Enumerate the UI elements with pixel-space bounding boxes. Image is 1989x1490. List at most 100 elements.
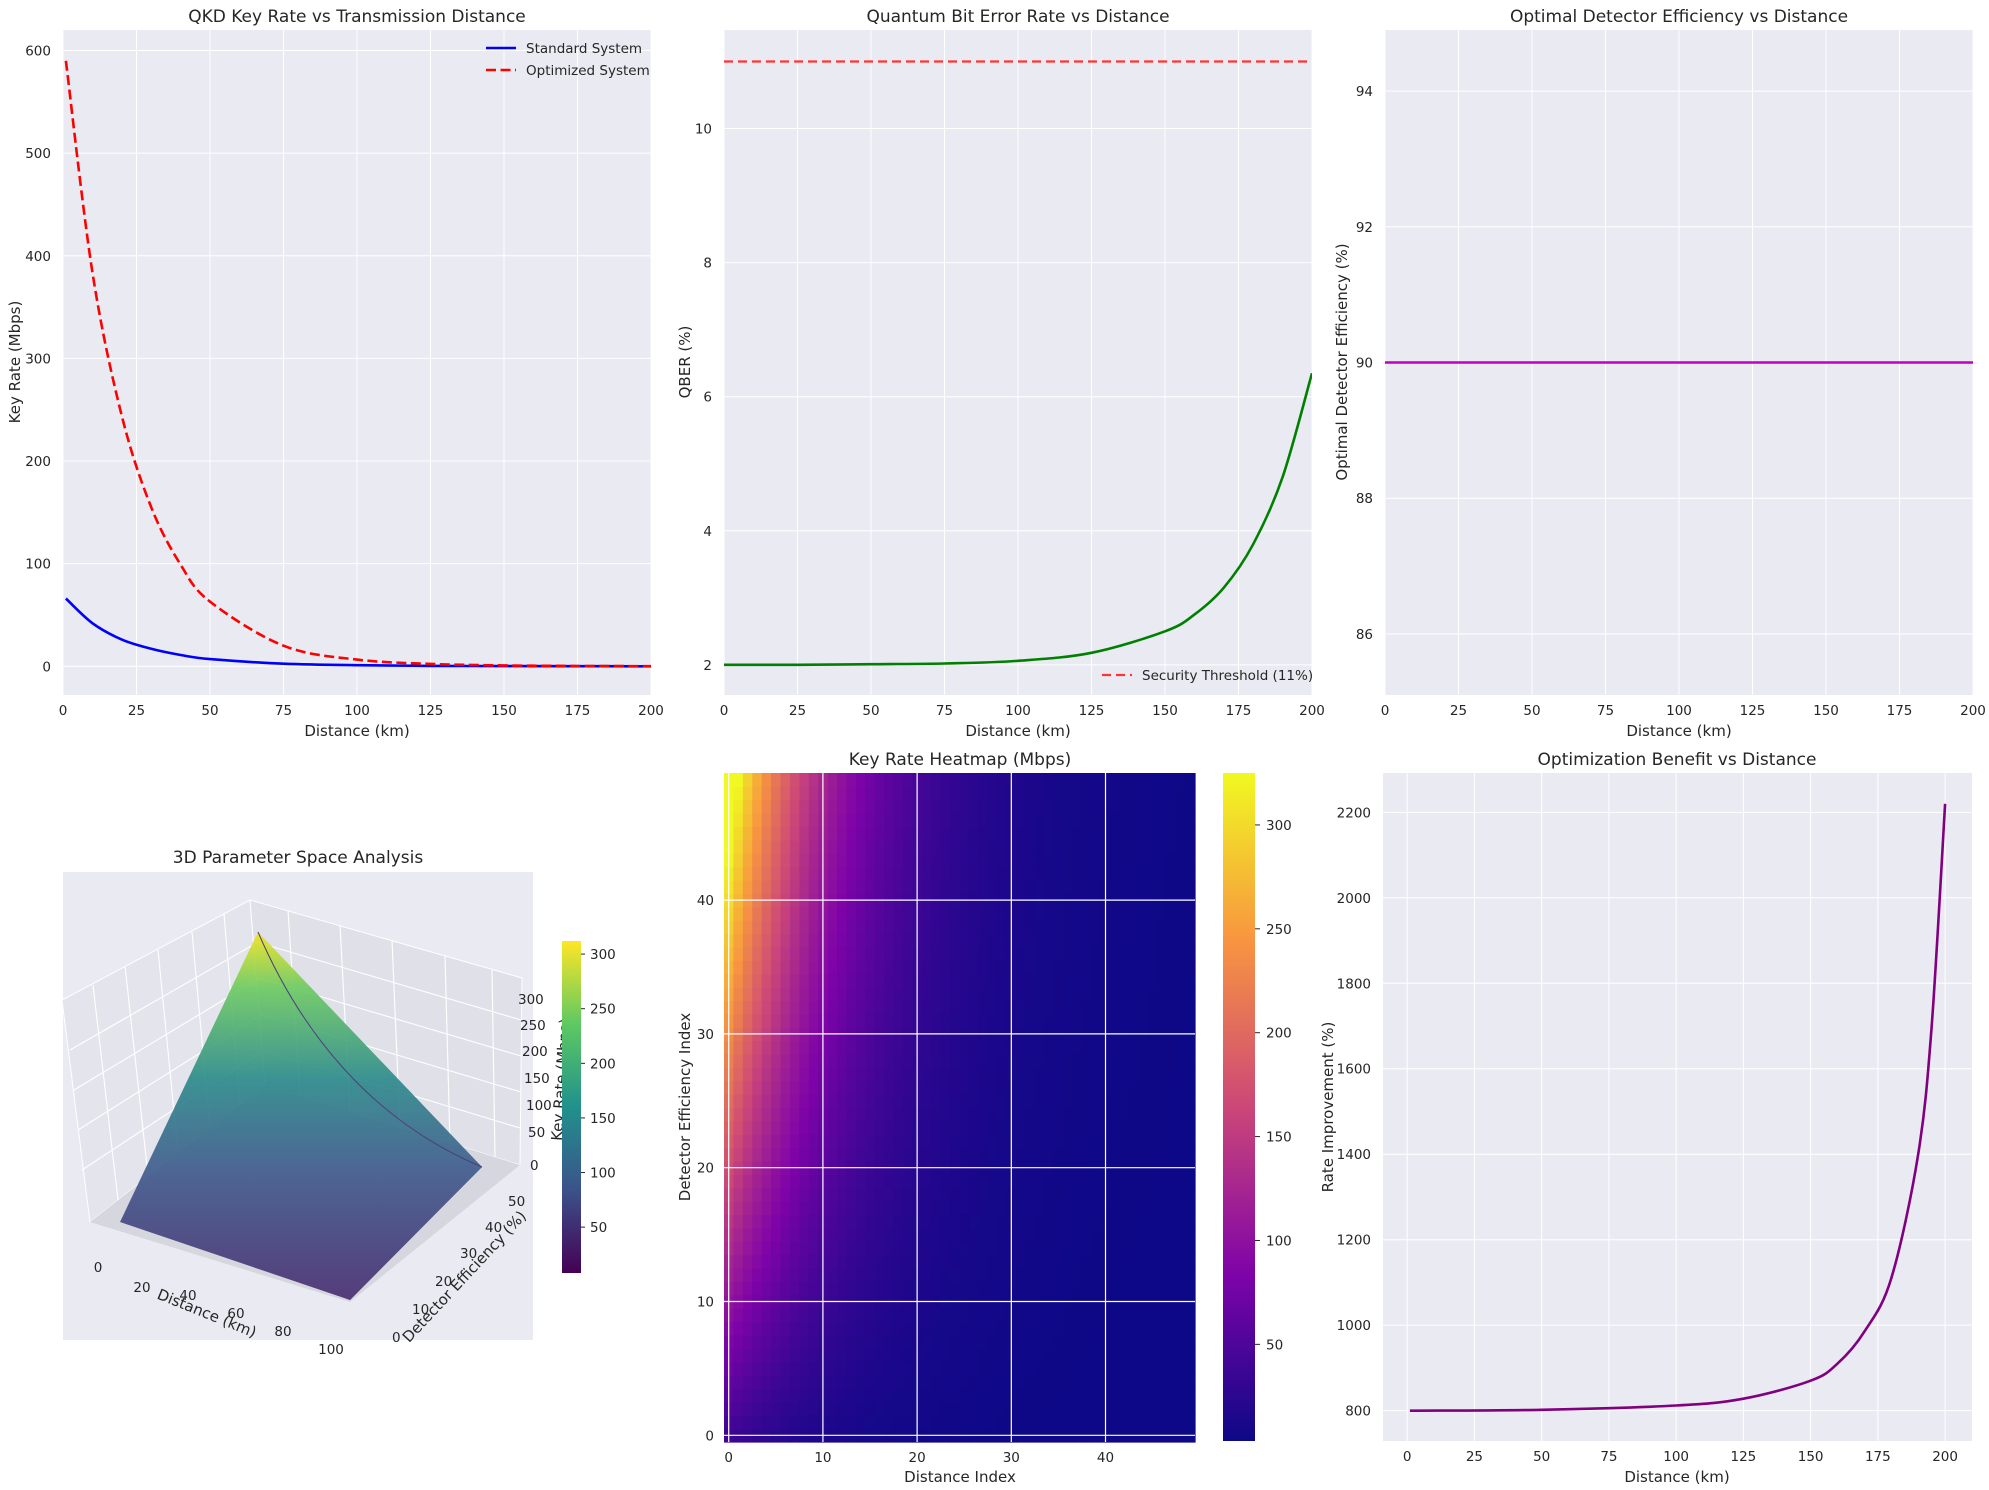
heatmap-cell [1016,1308,1027,1323]
heatmap-cell [1063,973,1074,988]
heatmap-cell [789,1401,800,1416]
heatmap-cell [1176,866,1187,881]
heatmap-cell [799,1080,810,1095]
heatmap-cell [865,906,876,921]
heatmap-cell [1025,973,1036,988]
heatmap-cell [827,1134,838,1149]
heatmap-cell [846,1281,857,1296]
heatmap-cell [959,1067,970,1082]
heatmap-cell [1147,826,1158,841]
heatmap-cell [902,1000,913,1015]
heatmap-cell [1044,1227,1055,1242]
heatmap-cell [1129,987,1140,1002]
heatmap-cell [950,1308,961,1323]
heatmap-cell [902,920,913,935]
x-tick-label: 75 [275,703,292,719]
heatmap-cell [987,1094,998,1109]
heatmap-cell [893,1147,904,1162]
heatmap-cell [874,1174,885,1189]
heatmap-cell [1129,1388,1140,1403]
heatmap-cell [987,906,998,921]
heatmap-cell [1185,1094,1196,1109]
heatmap-cell [968,1013,979,1028]
heatmap-cell [978,1268,989,1283]
heatmap-cell [827,839,838,854]
heatmap-cell [921,773,932,787]
heatmap-cell [752,960,763,975]
heatmap-cell [997,1174,1008,1189]
heatmap-cell [837,1227,848,1242]
heatmap-cell [1044,1214,1055,1229]
heatmap-cell [902,773,913,787]
heatmap-cell [789,933,800,948]
heatmap-colorbar [1223,773,1255,1441]
heatmap-cell [997,906,1008,921]
heatmap-cell [874,1227,885,1242]
surface-z-tick: 300 [518,992,544,1008]
heatmap-cell [997,1254,1008,1269]
heatmap-cell [1157,1080,1168,1095]
benefit-axes-bg [1383,773,1972,1441]
surface-z-tick: 50 [528,1125,545,1141]
heatmap-cell [1063,786,1074,801]
heatmap-cell [752,839,763,854]
heatmap-cell [1025,773,1036,787]
heatmap-cell [1034,1187,1045,1202]
heatmap-cell [771,1080,782,1095]
heatmap-cell [837,799,848,814]
heatmap-cell [987,960,998,975]
heatmap-cell [1110,1415,1121,1430]
heatmap-cell [884,799,895,814]
heatmap-cell [837,987,848,1002]
heatmap-cell [931,1040,942,1055]
heatmap-cell [968,773,979,787]
heatmap-cell [761,1241,772,1256]
heatmap-cell [1053,1254,1064,1269]
heatmap-cell [893,813,904,828]
heatmap-cell [1063,1214,1074,1229]
heatmap-cell [893,853,904,868]
heatmap-cell [1157,1348,1168,1363]
heatmap-cell [1034,1214,1045,1229]
heatmap-cell [1034,1094,1045,1109]
heatmap-cell [742,813,753,828]
heatmap-cell [752,1201,763,1216]
heatmap-cell [1166,786,1177,801]
heatmap-cell [1129,799,1140,814]
heatmap-cell [968,1201,979,1216]
heatmap-cell [959,1268,970,1283]
heatmap-cell [997,773,1008,787]
heatmap-cell [808,1401,819,1416]
heatmap-cell [865,1334,876,1349]
heatmap-cell [1185,1227,1196,1242]
heatmap-cell [771,1053,782,1068]
heatmap-cell [884,1241,895,1256]
heatmap-cell [808,1268,819,1283]
heatmap-cell [1025,1268,1036,1283]
heatmap-cell [1138,1187,1149,1202]
heatmap-cell [1034,773,1045,787]
heatmap-cell [959,1401,970,1416]
heatmap-cell [855,987,866,1002]
heatmap-cell [1063,1120,1074,1135]
heatmap-cell [1119,933,1130,948]
heatmap-cell [780,1120,791,1135]
heatmap-cell [997,1334,1008,1349]
heatmap-cell [940,826,951,841]
heatmap-cell [1016,1254,1027,1269]
heatmap-cell [865,1187,876,1202]
heatmap-cell [874,1000,885,1015]
heatmap-cell [780,973,791,988]
heatmap-cell [987,1134,998,1149]
surface-x-tick: 80 [274,1324,291,1340]
heatmap-cell [855,973,866,988]
heatmap-cell [1081,773,1092,787]
heatmap-cell [808,1415,819,1430]
x-tick-label: 75 [1600,1449,1617,1465]
heatmap-cell [742,973,753,988]
heatmap-cell [1016,933,1027,948]
heatmap-cell [799,1000,810,1015]
heatmap-cell [1025,1067,1036,1082]
heatmap-cell [789,1214,800,1229]
heatmap-cell [780,813,791,828]
